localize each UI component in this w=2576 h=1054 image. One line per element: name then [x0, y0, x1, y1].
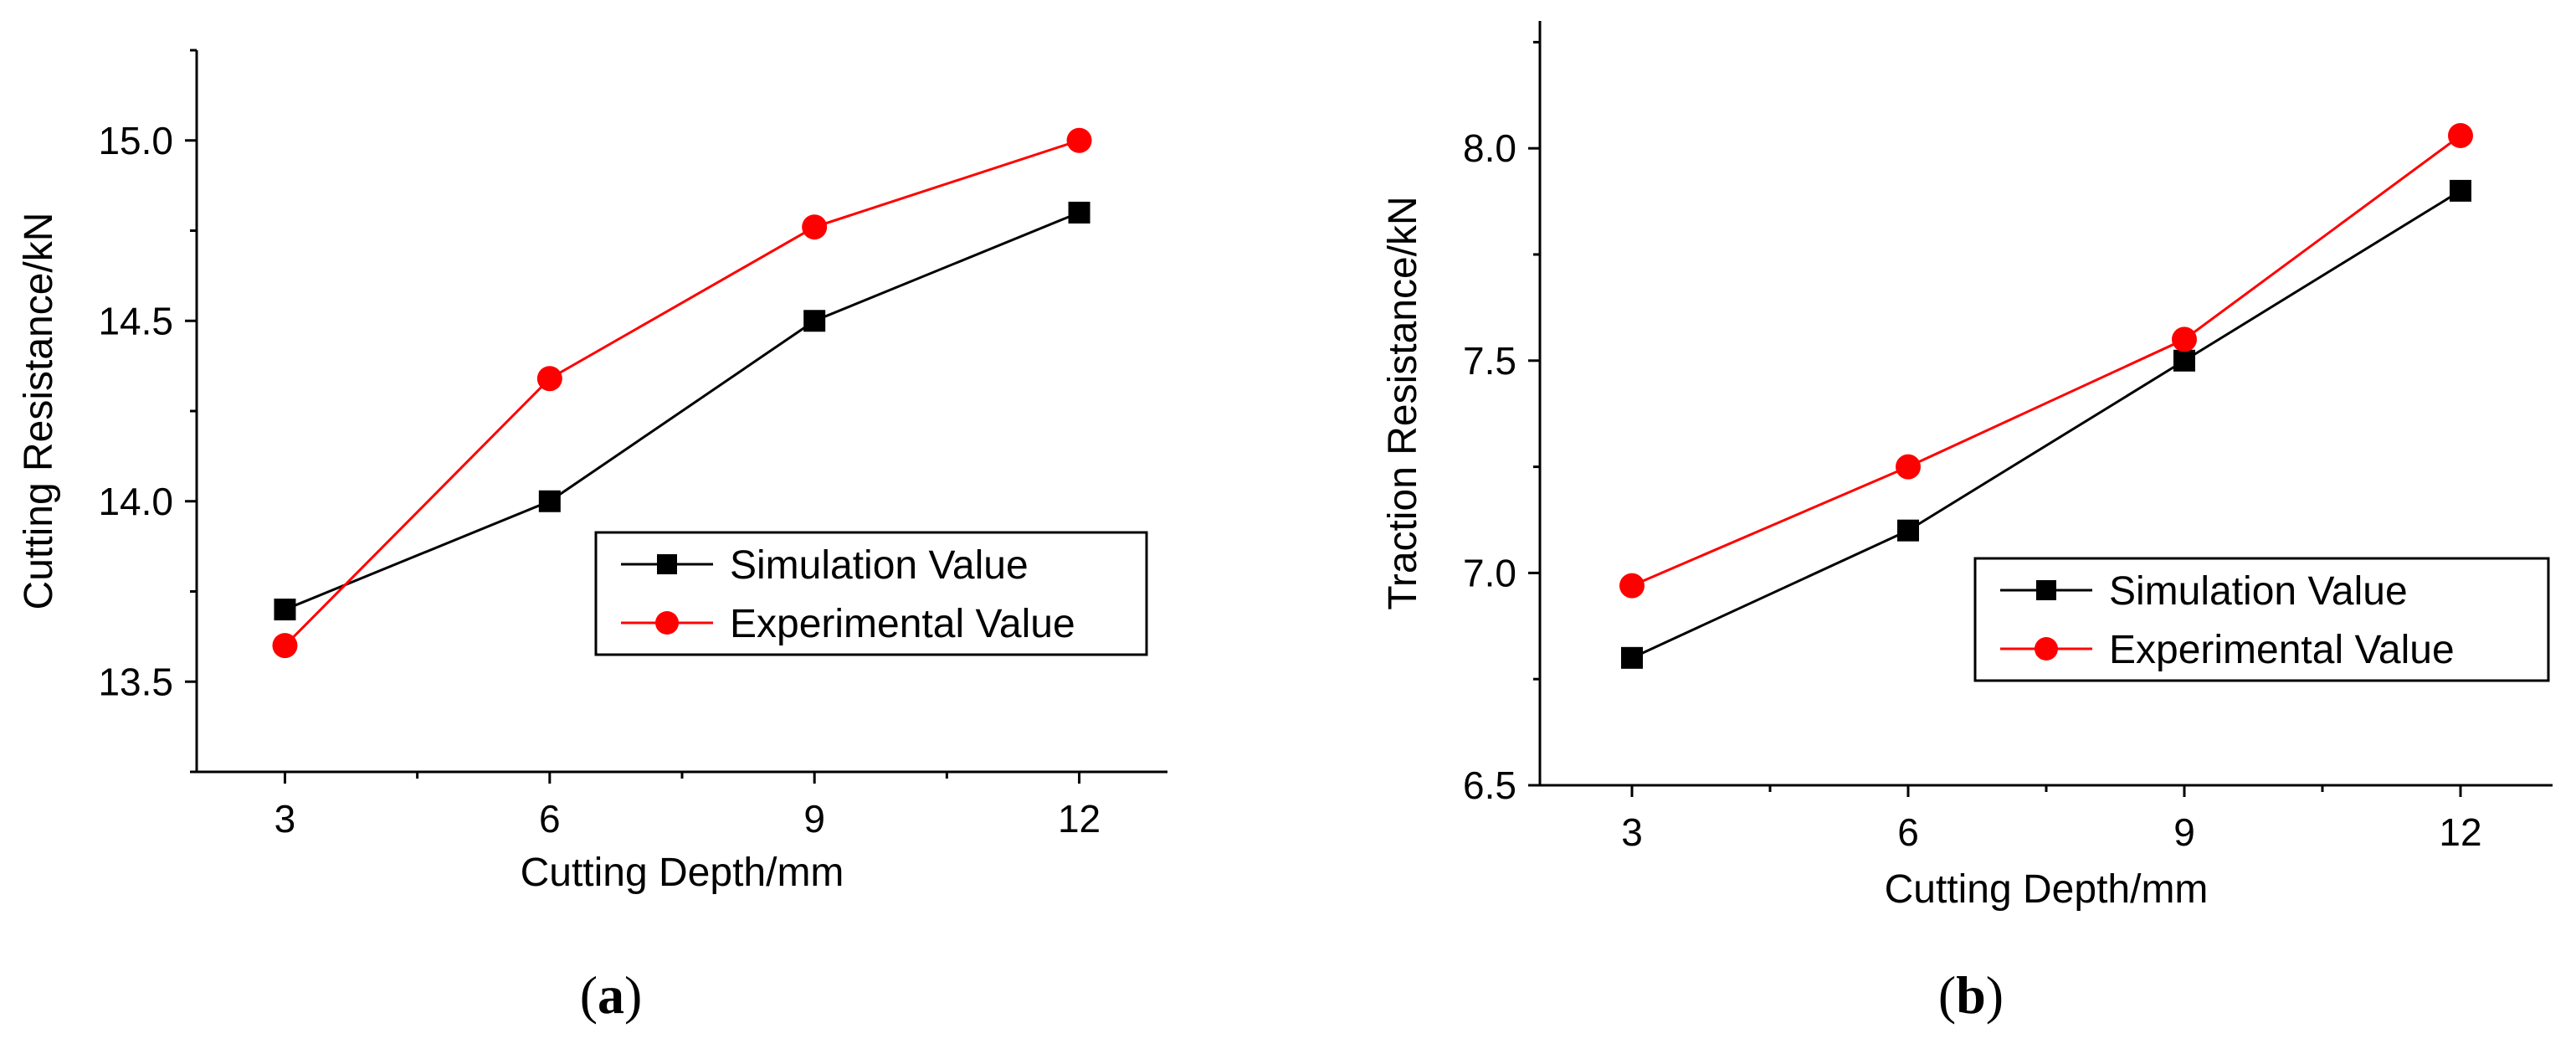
- chart-b-panel-label: (b): [1938, 965, 2004, 1025]
- chart-b-panel-letter: b: [1956, 965, 1986, 1025]
- chart-b-legend-label-0: Simulation Value: [2109, 569, 2408, 614]
- chart-b-y-tick-label: 7.5: [1463, 339, 1516, 383]
- chart-a-y-tick-label: 13.5: [98, 660, 173, 703]
- chart-a-legend-label-1: Experimental Value: [730, 602, 1075, 646]
- chart-a-data-point-circle: [272, 633, 298, 659]
- chart-a-data-point-square: [803, 310, 826, 332]
- chart-b-panel-paren-open: (: [1938, 965, 1956, 1025]
- chart-b-series-line-0: [1631, 189, 2461, 660]
- chart-a: 13.5 14.0 14.5 15.0 3 6 9 12 Cutting Resistance/…: [17, 49, 1167, 1025]
- chart-a-data-point-square: [1068, 201, 1090, 224]
- chart-b-data-point-square: [1897, 519, 1919, 542]
- chart-a-panel-paren-open: (: [580, 965, 598, 1025]
- chart-b-panel-paren-close: ): [1986, 965, 2004, 1025]
- chart-b-data-point-circle: [1896, 454, 1921, 480]
- chart-a-panel-paren-close: ): [624, 965, 642, 1025]
- chart-b: 6.5 7.0 7.5 8.0 3 6 9 12 Traction Resistance/kN C…: [1381, 21, 2553, 1025]
- chart-b-x-tick-label: 6: [1897, 810, 1919, 854]
- chart-b-y-tick-label: 8.0: [1463, 126, 1516, 170]
- chart-b-data-point-square: [2173, 349, 2195, 372]
- chart-a-series-line-0: [284, 211, 1080, 611]
- chart-b-data-point-circle: [2448, 122, 2473, 148]
- chart-b-data-point-square: [2450, 179, 2471, 202]
- chart-a-panel-label: (a): [580, 965, 643, 1025]
- chart-a-data-point-circle: [536, 366, 562, 392]
- chart-b-x-tick-label: 9: [2173, 810, 2195, 854]
- chart-b-legend-box: [1973, 557, 2550, 682]
- chart-a-x-tick-label: 12: [1058, 797, 1101, 841]
- chart-b-legend-label-1: Experimental Value: [2109, 628, 2455, 672]
- chart-b-y-tick-label: 7.0: [1463, 551, 1516, 594]
- chart-b-y-tick-label: 6.5: [1463, 764, 1516, 807]
- chart-b-legend-marker-circle: [2035, 637, 2058, 661]
- chart-a-legend-marker-circle: [655, 611, 679, 635]
- chart-a-x-tick-label: 6: [539, 797, 561, 841]
- chart-b-data-point-circle: [1619, 573, 1645, 599]
- chart-b-x-tick-label: 12: [2439, 810, 2481, 854]
- chart-a-data-point-circle: [802, 214, 828, 240]
- chart-a-series-line-1: [284, 139, 1080, 647]
- chart-b-legend-marker-square: [2036, 580, 2056, 600]
- chart-a-legend-box: [594, 531, 1148, 656]
- chart-a-panel-letter: a: [598, 965, 624, 1025]
- chart-a-y-tick-label: 14.0: [98, 480, 173, 523]
- chart-a-data-point-circle: [1066, 127, 1092, 153]
- chart-b-data-point-square: [1621, 646, 1643, 669]
- chart-b-series-line-1: [1631, 134, 2461, 587]
- chart-b-x-axis-title: Cutting Depth/mm: [1885, 867, 2209, 912]
- chart-a-y-tick-label: 15.0: [98, 119, 173, 162]
- chart-b-y-axis-title: Traction Resistance/kN: [1381, 196, 1425, 609]
- chart-a-legend-label-0: Simulation Value: [730, 543, 1029, 588]
- chart-a-y-axis-title: Cutting Resistance/kN: [17, 213, 61, 610]
- chart-a-y-tick-label: 14.5: [98, 299, 173, 342]
- chart-a-x-axis-title: Cutting Depth/mm: [521, 851, 844, 895]
- chart-a-data-point-square: [274, 599, 296, 621]
- chart-a-data-point-square: [538, 490, 561, 512]
- chart-a-legend-marker-square: [657, 554, 677, 574]
- chart-a-x-tick-label: 3: [275, 797, 296, 841]
- chart-a-x-tick-label: 9: [803, 797, 825, 841]
- chart-b-data-point-circle: [2172, 326, 2197, 352]
- chart-b-x-tick-label: 3: [1621, 810, 1643, 854]
